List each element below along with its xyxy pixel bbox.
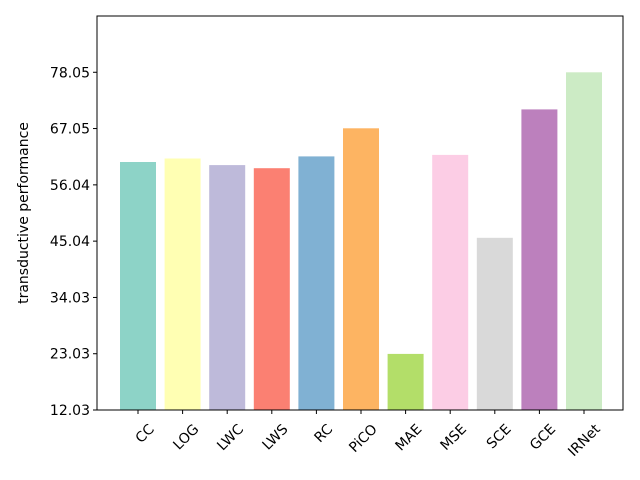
y-tick-label: 12.03 [50,403,90,419]
bar-gce [521,109,558,411]
bar-lwc [209,165,246,410]
bar-mse [432,154,469,410]
y-tick-label: 34.03 [50,290,90,306]
bar-irnet [566,72,602,411]
y-tick-label: 45.04 [50,234,90,250]
bar-log [164,158,201,410]
bar-mae [387,353,424,410]
bar-sce [476,237,513,410]
x-tick-label: RC [312,421,337,446]
x-tick-label: LWC [214,421,247,454]
x-tick-label: IRNet [565,421,604,460]
bar-cc [120,162,156,410]
bar-pico [343,128,379,411]
y-axis: 12.03 23.03 34.03 45.04 56.04 67.05 78.05 [50,65,97,419]
x-tick-label: MAE [392,421,425,454]
bar-rc [298,156,335,410]
bars-group [120,72,602,411]
y-tick-label: 56.04 [50,178,90,194]
y-tick-label: 23.03 [50,347,90,363]
plot-frame [96,15,624,411]
x-tick-label: CC [133,421,158,446]
y-tick-label: 67.05 [50,122,90,138]
x-axis: CC LOG LWC LWS RC PiCO MAE MSE SCE GCE IRNet [133,410,604,460]
x-tick-label: LOG [170,421,202,453]
x-tick-label: MSE [438,421,470,453]
x-tick-label: PiCO [346,421,381,456]
x-tick-label: LWS [260,421,292,453]
bar-lws [253,168,290,410]
x-tick-label: GCE [527,421,559,453]
y-axis-label: transductive performance [16,122,32,304]
x-tick-label: SCE [484,421,515,452]
y-tick-label: 78.05 [50,65,90,81]
